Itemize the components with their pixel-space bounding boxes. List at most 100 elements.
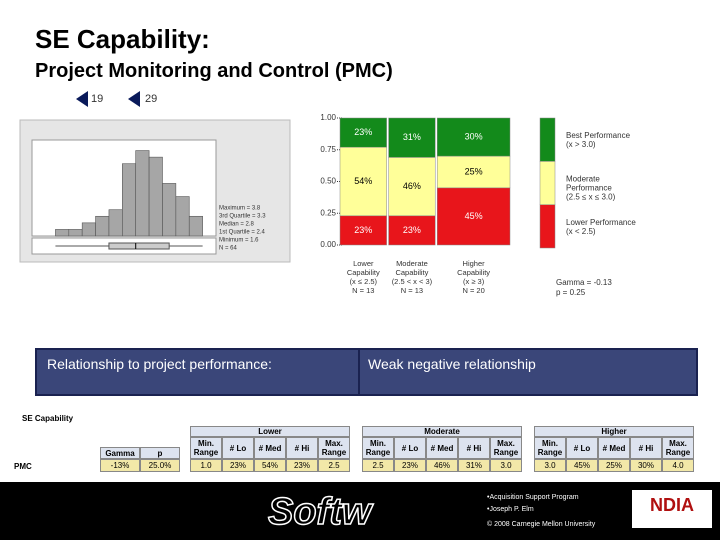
value-label: 30% xyxy=(465,131,483,141)
x-category-label: Lower xyxy=(353,259,374,268)
footer-line: •Joseph P. Elm xyxy=(487,506,534,513)
stat-label: N = 64 xyxy=(219,246,238,252)
stat-label: Maximum = 3.8 xyxy=(219,206,261,212)
footer-band xyxy=(0,482,720,540)
value-label: 31% xyxy=(403,132,421,142)
mosaic-cell xyxy=(436,155,511,189)
legend-label: (x < 2.5) xyxy=(566,227,596,236)
column-header: Min. Range xyxy=(362,437,394,459)
table-cell: 30% xyxy=(630,459,662,472)
subtitle: Project Monitoring and Control (PMC) xyxy=(35,60,393,82)
column-header: Max. Range xyxy=(662,437,694,459)
legend-swatch xyxy=(539,204,556,249)
box xyxy=(108,242,170,250)
n-label: N = 20 xyxy=(462,286,484,295)
nav-arrow[interactable] xyxy=(128,91,140,107)
row-label: PMC xyxy=(14,462,32,471)
mosaic-cell xyxy=(339,215,387,246)
histogram-bar xyxy=(81,222,96,237)
mosaic-cell xyxy=(388,117,436,158)
column-header: Min. Range xyxy=(190,437,222,459)
table-cell: 25% xyxy=(598,459,630,472)
banner-text: Relationship to project performance: xyxy=(47,356,272,372)
mosaic-cell xyxy=(388,157,436,217)
title: SE Capability: xyxy=(35,24,210,54)
n-label: N = 13 xyxy=(401,286,423,295)
y-tick-label: 0.25 xyxy=(320,208,336,217)
partner-logo: NDIA xyxy=(650,495,694,515)
histogram-bar xyxy=(68,229,83,237)
value-label: 25% xyxy=(465,166,483,176)
x-category-label: Moderate xyxy=(396,259,428,268)
x-category-label: (x ≥ 3) xyxy=(463,277,485,286)
column-header: # Hi xyxy=(458,437,490,459)
column-header: Max. Range xyxy=(490,437,522,459)
column-header: # Hi xyxy=(630,437,662,459)
legend-label: Moderate xyxy=(566,174,600,183)
banner-text: Weak negative relationship xyxy=(368,356,536,372)
mosaic-cell xyxy=(436,117,511,157)
nav-label[interactable]: 19 xyxy=(91,93,103,105)
histogram-bar xyxy=(135,150,150,237)
column-header: # Lo xyxy=(394,437,426,459)
column-header: # Lo xyxy=(566,437,598,459)
value-label: 23% xyxy=(354,225,372,235)
x-category-label: Capability xyxy=(395,268,428,277)
y-tick-label: 0.50 xyxy=(320,177,336,186)
table-cell: 45% xyxy=(566,459,598,472)
legend-swatch xyxy=(539,161,556,205)
partner-logo-box xyxy=(632,490,712,528)
y-tick-label: 0.00 xyxy=(320,240,336,249)
mosaic-cell xyxy=(339,146,387,217)
table-cell: 1.0 xyxy=(190,459,222,472)
x-category-label: (x ≤ 2.5) xyxy=(350,277,378,286)
table-cell: 23% xyxy=(286,459,318,472)
x-category-label: Capability xyxy=(347,268,380,277)
stat-label: 3rd Quartile = 3.3 xyxy=(219,214,266,220)
footer-line: © 2008 Carnegie Mellon University xyxy=(487,520,596,528)
value-label: 23% xyxy=(403,225,421,235)
mosaic-cell xyxy=(388,215,436,246)
histogram-bar xyxy=(95,215,110,237)
histogram-bar xyxy=(162,183,177,237)
value-label: 45% xyxy=(465,211,483,221)
legend-label: (2.5 ≤ x ≤ 3.0) xyxy=(566,192,616,201)
histogram-bar xyxy=(55,229,70,237)
banner-right: Weak negative relationship xyxy=(358,348,698,396)
value-label: 54% xyxy=(354,176,372,186)
legend-label: Best Performance xyxy=(566,131,631,140)
histogram-bar xyxy=(122,163,137,237)
banner-left: Relationship to project performance: xyxy=(35,348,398,396)
table-cell: 31% xyxy=(458,459,490,472)
nav-label[interactable]: 29 xyxy=(145,93,157,105)
legend-swatch xyxy=(539,117,556,162)
column-header: # Med xyxy=(426,437,458,459)
histogram-bar xyxy=(148,156,163,237)
legend-label: Lower Performance xyxy=(566,218,636,227)
table-cell: 25.0% xyxy=(140,459,180,472)
stat-label: Median = 2.8 xyxy=(219,222,255,228)
x-category-label: Capability xyxy=(457,268,490,277)
table-cell: 23% xyxy=(222,459,254,472)
column-header: Max. Range xyxy=(318,437,350,459)
footer-line: •Acquisition Support Program xyxy=(487,494,579,501)
table-cell: 54% xyxy=(254,459,286,472)
stat-label: 1st Quartile = 2.4 xyxy=(219,230,266,236)
n-label: N = 13 xyxy=(352,286,374,295)
value-label: 23% xyxy=(354,127,372,137)
table-cell: 3.0 xyxy=(490,459,522,472)
legend-label: Performance xyxy=(566,183,612,192)
legend-label: (x > 3.0) xyxy=(566,140,596,149)
nav-arrow[interactable] xyxy=(76,91,88,107)
table-cell: 46% xyxy=(426,459,458,472)
annotation: Gamma = -0.13 xyxy=(556,278,612,287)
column-header: # Hi xyxy=(286,437,318,459)
table-title: SE Capability xyxy=(22,414,74,423)
y-tick-label: 0.75 xyxy=(320,145,336,154)
mosaic-cell xyxy=(339,117,387,148)
x-category-label: Higher xyxy=(463,259,486,268)
table-cell: -13% xyxy=(100,459,140,472)
mosaic-cell xyxy=(436,187,511,246)
